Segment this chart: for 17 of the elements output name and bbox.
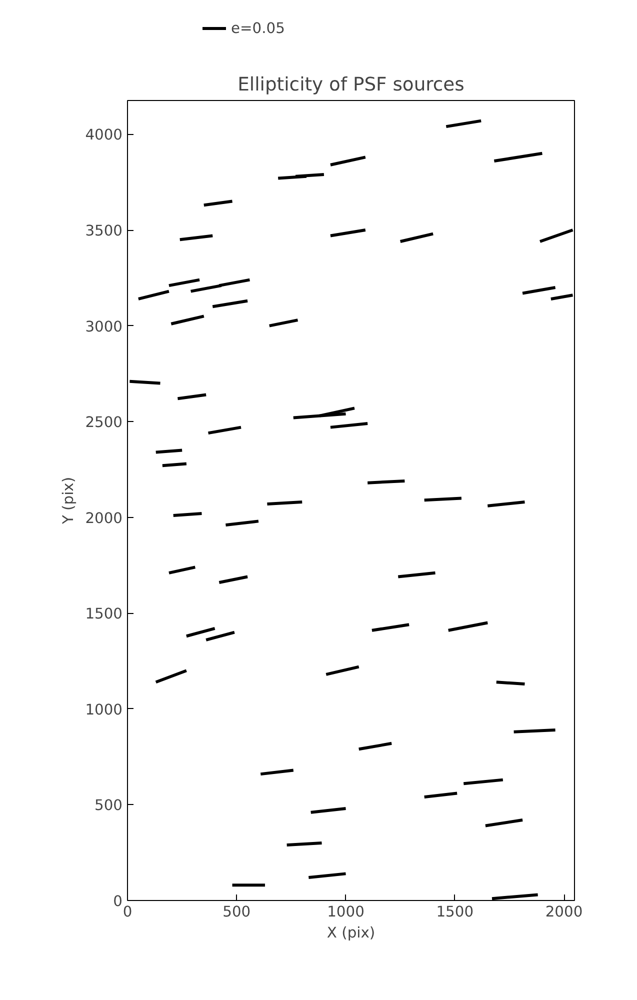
x-tick-label: 1000 bbox=[327, 904, 364, 920]
y-tick-label: 1500 bbox=[85, 606, 123, 623]
y-tick-label: 500 bbox=[94, 797, 123, 814]
y-tick-label: 3500 bbox=[85, 222, 123, 240]
y-tick-label: 3000 bbox=[85, 318, 123, 336]
y-tick-label: 1000 bbox=[85, 701, 123, 718]
x-axis-title: X (pix) bbox=[326, 924, 376, 942]
x-tick-label: 500 bbox=[222, 904, 251, 920]
x-tick-label: 1500 bbox=[436, 904, 474, 920]
y-axis-title: Y (pix) bbox=[60, 476, 78, 526]
chart-title: Ellipticity of PSF sources bbox=[238, 74, 464, 96]
legend-label: e=0.05 bbox=[231, 20, 285, 36]
y-tick-label: 2000 bbox=[85, 510, 123, 527]
y-tick-label: 2500 bbox=[85, 414, 123, 432]
y-tick-label: 4000 bbox=[85, 126, 123, 144]
x-tick-label: 2000 bbox=[545, 904, 583, 920]
y-tick-label: 0 bbox=[113, 893, 123, 910]
